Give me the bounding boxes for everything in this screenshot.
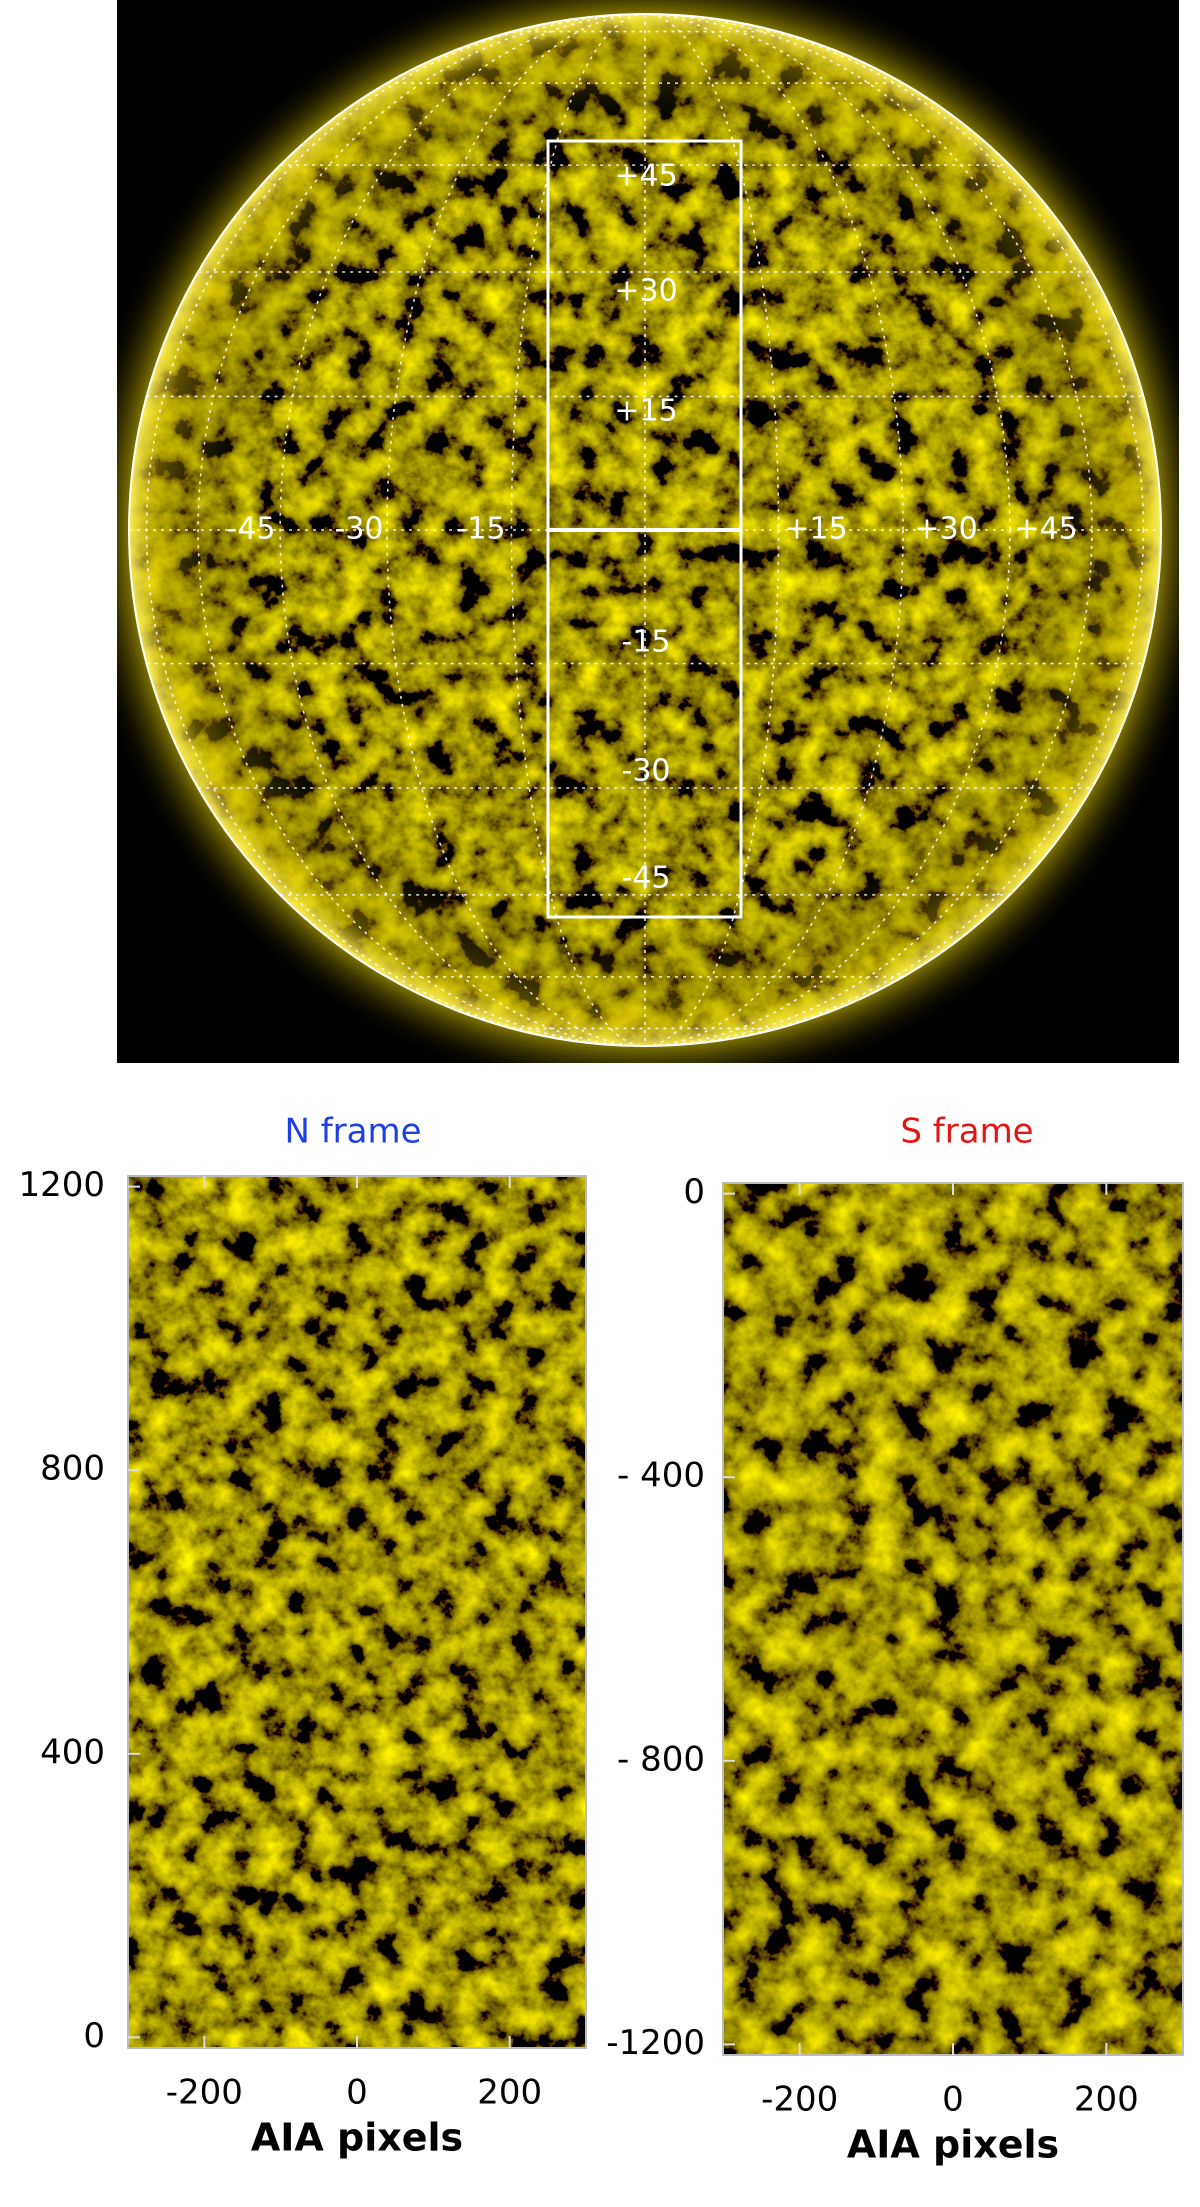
latitude-label: -15: [622, 625, 671, 660]
latitude-label: -45: [622, 861, 671, 896]
y-tick-label: 400: [40, 1732, 105, 1772]
longitude-label: +30: [914, 512, 977, 547]
y-tick-label: 0: [683, 1172, 705, 1212]
x-tick-label: 0: [346, 2073, 368, 2113]
latitude-label: -30: [622, 754, 671, 789]
panel-image: [723, 1183, 1183, 2055]
sun-image: +45 +30 +15 -15 -30 -45 -45 -30 -15 +15 +30 +45: [117, 0, 1179, 1063]
meridian: [197, 14, 1093, 1046]
panel-title: N frame: [284, 1112, 421, 1152]
meridian: [510, 14, 780, 1046]
meridian: [386, 14, 904, 1046]
y-tick-label: - 400: [617, 1456, 705, 1496]
x-tick-label: 200: [477, 2073, 542, 2113]
latitude-label: +15: [614, 394, 677, 429]
latitude-label: +45: [614, 159, 677, 194]
image-panel: N frame -200 0 200 0 400 800 1200 AIA pixels: [18, 1112, 587, 2160]
latitude-label: +30: [614, 274, 677, 309]
y-tick-label: 800: [40, 1449, 105, 1489]
meridian: [279, 14, 1011, 1046]
longitude-label: -15: [457, 512, 506, 547]
x-tick-label: 200: [1074, 2080, 1139, 2120]
y-tick-label: - 800: [617, 1739, 705, 1779]
limb-outline: [128, 13, 1162, 1047]
longitude-label: -45: [227, 512, 276, 547]
longitude-label: +15: [784, 512, 847, 547]
x-axis-label: AIA pixels: [251, 2116, 463, 2160]
x-tick-label: 0: [942, 2080, 964, 2120]
longitude-label: -30: [335, 512, 384, 547]
meridian: [145, 14, 1145, 1046]
x-tick-label: -200: [761, 2080, 838, 2120]
panel-title: S frame: [900, 1112, 1033, 1152]
y-tick-label: 1200: [18, 1165, 105, 1205]
x-axis-label: AIA pixels: [847, 2123, 1059, 2167]
y-tick-label: -1200: [606, 2023, 705, 2063]
longitude-label: +45: [1014, 512, 1077, 547]
x-tick-label: -200: [166, 2073, 243, 2113]
y-tick-label: 0: [83, 2016, 105, 2056]
panel-image: [128, 1176, 586, 2048]
